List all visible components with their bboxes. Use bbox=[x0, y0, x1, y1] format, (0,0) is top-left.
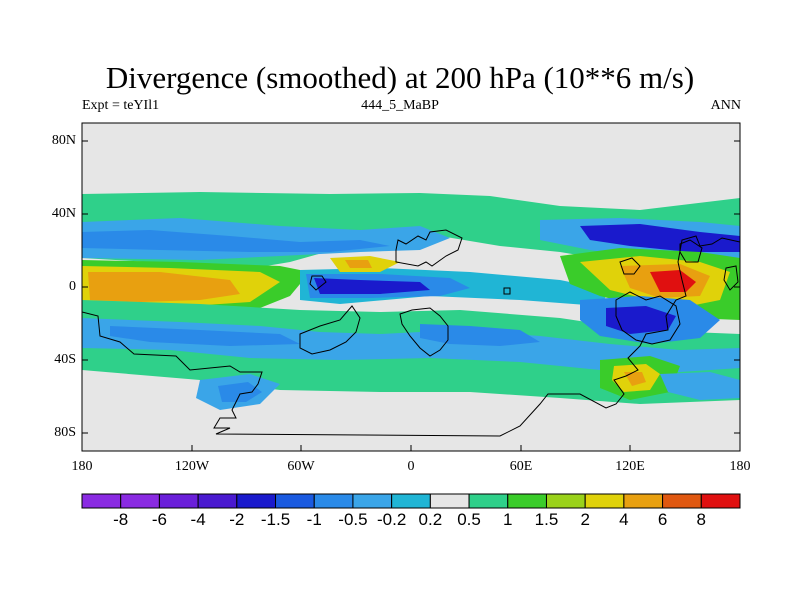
contour-core-north-west bbox=[100, 234, 210, 248]
contour-band-south-blue bbox=[110, 326, 300, 346]
coastline-south-america bbox=[82, 235, 740, 437]
xtick-label-60w: 60W bbox=[287, 459, 315, 474]
colorbar bbox=[81, 493, 741, 509]
coastline-north-indian bbox=[679, 239, 703, 263]
colorbar-label: -8 bbox=[113, 510, 129, 529]
colorbar-swatch bbox=[507, 493, 547, 509]
colorbar-label: 0.5 bbox=[457, 510, 481, 529]
contour-patch-south-indian-orange bbox=[624, 372, 646, 386]
colorbar-label: -4 bbox=[190, 510, 206, 529]
colorbar-label: 2 bbox=[580, 510, 590, 529]
colorbar-label: -0.5 bbox=[338, 510, 368, 529]
coastline-south-america-east bbox=[299, 305, 361, 355]
divergence-field bbox=[82, 123, 740, 451]
coastlines bbox=[82, 229, 740, 437]
colorbar-label: -6 bbox=[151, 510, 167, 529]
coastline-africa bbox=[395, 229, 463, 267]
ytick-label-0: 0 bbox=[69, 279, 76, 294]
xtick-label-120w: 120W bbox=[174, 459, 210, 474]
contour-patch-africa-orange bbox=[345, 260, 372, 268]
colorbar-label: 4 bbox=[619, 510, 629, 529]
colorbar-swatch bbox=[662, 493, 702, 509]
colorbar-swatch bbox=[584, 493, 625, 509]
coastline-southern-africa bbox=[399, 307, 449, 357]
season-label: ANN bbox=[710, 98, 741, 113]
map-title: Divergence (smoothed) at 200 hPa (10**6 … bbox=[105, 60, 695, 95]
coastline-australia bbox=[615, 291, 681, 345]
colorbar-label: 0.2 bbox=[418, 510, 443, 529]
xtick-label-0: 0 bbox=[407, 459, 415, 474]
colorbar-label: 1.5 bbox=[534, 510, 559, 529]
colorbar-swatch bbox=[391, 493, 431, 509]
coastline-atlantic-island bbox=[309, 275, 327, 291]
colorbar-label: -1 bbox=[306, 510, 322, 529]
colorbar-swatch bbox=[158, 493, 199, 509]
colorbar-swatch bbox=[545, 493, 586, 509]
colorbar-swatch bbox=[120, 493, 160, 509]
ytick-label-80n: 80N bbox=[51, 133, 76, 148]
coastline-small-island bbox=[503, 287, 511, 295]
contour-core-atlantic bbox=[314, 278, 430, 294]
coastline-asia bbox=[619, 257, 641, 275]
colorbar-label: 6 bbox=[657, 510, 668, 529]
experiment-label: Expt = teYIl1 bbox=[82, 98, 160, 113]
contour-core-maritime-red bbox=[650, 270, 696, 292]
colorbar-label: -0.2 bbox=[376, 510, 407, 529]
colorbar-label: 1 bbox=[503, 510, 513, 529]
colorbar-swatch bbox=[197, 493, 238, 509]
colorbar-label: 8 bbox=[696, 510, 707, 529]
contour-patch-south-east-blue bbox=[660, 372, 740, 400]
colorbar-swatch bbox=[700, 493, 741, 509]
ytick-label-40s: 40S bbox=[54, 352, 76, 367]
contour-band-south-lightblue bbox=[82, 318, 740, 372]
contour-core-australia-dark bbox=[606, 306, 676, 334]
xtick-label-180e: 180 bbox=[729, 459, 751, 474]
coastline-east-pacific bbox=[723, 265, 739, 291]
colorbar-label: -1.5 bbox=[260, 510, 291, 529]
contour-patch-south-pacific-core bbox=[218, 382, 262, 402]
colorbar-swatch bbox=[429, 493, 470, 509]
ytick-label-80s: 80S bbox=[54, 425, 76, 440]
colorbar-swatch bbox=[623, 493, 664, 509]
colorbar-swatch bbox=[236, 493, 277, 509]
ytick-label-40n: 40N bbox=[51, 206, 76, 221]
axis-ticks bbox=[81, 140, 741, 451]
contour-core-equator-orange bbox=[88, 272, 240, 302]
colorbar-label: -2 bbox=[229, 510, 245, 529]
colorbar-swatch bbox=[275, 493, 315, 509]
colorbar-swatch bbox=[313, 493, 354, 509]
xtick-label-180w: 180 bbox=[71, 459, 93, 474]
colorbar-swatch bbox=[468, 493, 509, 509]
colorbar-swatch bbox=[352, 493, 393, 509]
colorbar-swatch bbox=[81, 493, 122, 509]
xtick-label-60e: 60E bbox=[509, 459, 533, 474]
contour-core-south-atlantic bbox=[420, 324, 540, 346]
case-label: 444_5_MaBP bbox=[361, 98, 439, 113]
xtick-label-120e: 120E bbox=[615, 459, 645, 474]
